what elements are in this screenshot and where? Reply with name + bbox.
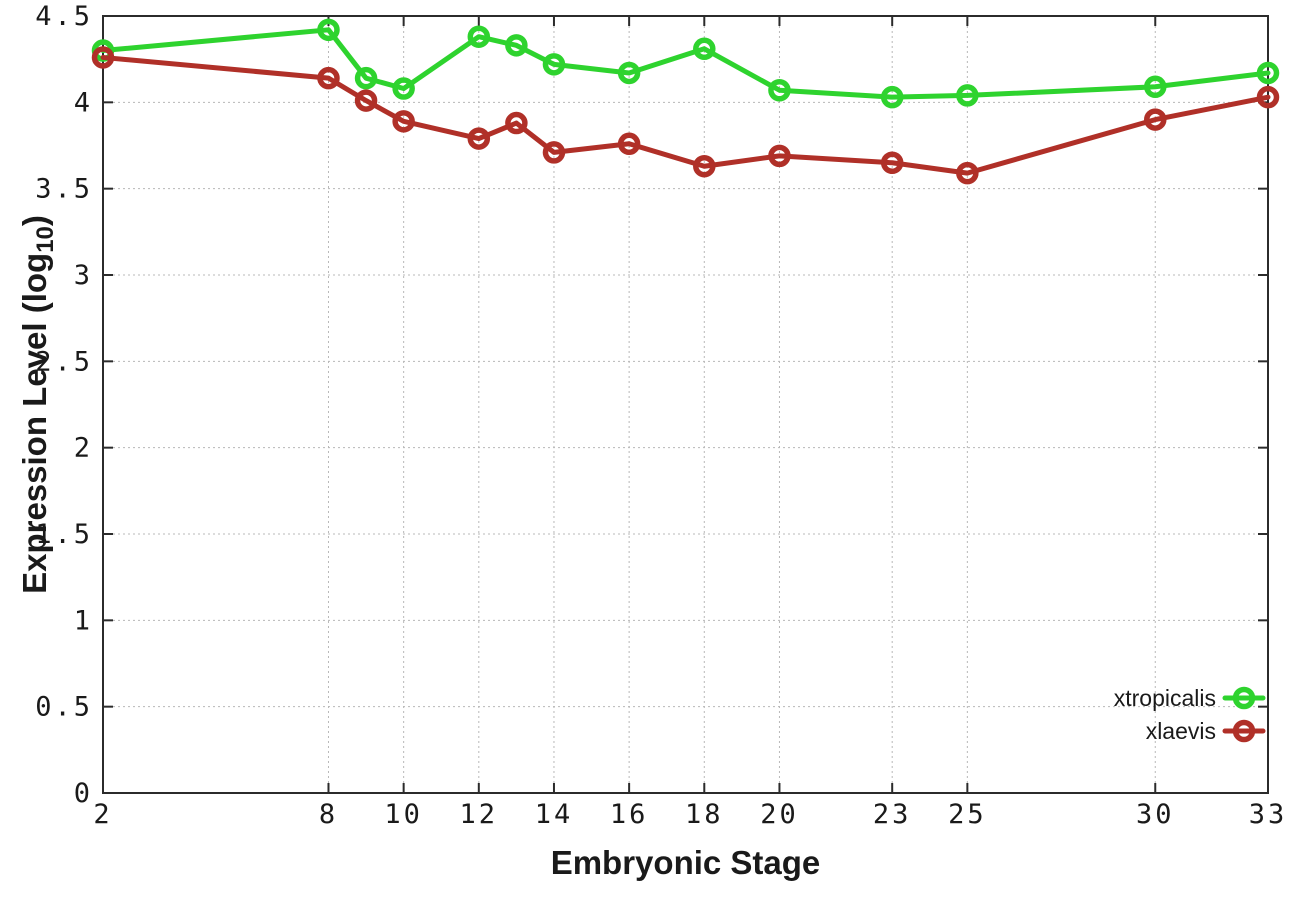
- legend: xtropicalis xlaevis: [1114, 685, 1266, 744]
- data-point-marker-xlaevis: [693, 154, 716, 178]
- data-point-marker-xtropicalis: [617, 61, 641, 85]
- y-tick-label: 2.5: [35, 346, 93, 377]
- plot-border: [102, 15, 1269, 794]
- y-tick-label: 0.5: [35, 692, 93, 723]
- x-tick-label: 30: [1136, 799, 1175, 830]
- x-tick-label: 16: [610, 799, 649, 830]
- y-tick-label: 3: [74, 260, 93, 291]
- data-point-marker-xlaevis: [768, 144, 791, 168]
- y-tick-label: 4.5: [35, 1, 93, 32]
- data-point-marker-xlaevis: [354, 89, 378, 112]
- y-tick-label: 3.5: [35, 174, 93, 205]
- y-tick-label: 0: [74, 778, 93, 809]
- data-point-marker-xtropicalis: [317, 18, 340, 42]
- data-point-marker-xlaevis: [617, 132, 641, 156]
- x-tick-label: 33: [1249, 799, 1288, 830]
- x-tick-label: 25: [948, 799, 987, 830]
- data-point-marker-xtropicalis: [880, 85, 904, 109]
- data-point-marker-xtropicalis: [768, 78, 791, 102]
- x-tick-label: 20: [760, 799, 799, 830]
- data-point-marker-xlaevis: [317, 66, 340, 90]
- data-point-marker-xlaevis: [880, 151, 904, 175]
- data-point-marker-xtropicalis: [505, 34, 528, 57]
- data-point-marker-xlaevis: [542, 141, 566, 164]
- y-tick-label: 1: [74, 605, 93, 636]
- legend-label-xtropicalis: xtropicalis: [1114, 685, 1216, 711]
- y-tick-label: 4: [74, 87, 93, 118]
- data-point-marker-xtropicalis: [693, 37, 716, 61]
- x-tick-label: 12: [460, 799, 499, 830]
- y-tick-label: 2: [74, 433, 93, 464]
- data-point-marker-xlaevis: [956, 161, 979, 185]
- data-point-marker-xtropicalis: [956, 84, 979, 107]
- data-point-marker-xtropicalis: [392, 77, 415, 100]
- data-point-marker-xlaevis: [467, 127, 491, 150]
- legend-marker-xtropicalis: [1232, 686, 1256, 710]
- data-point-marker-xtropicalis: [467, 25, 491, 48]
- series-line-xlaevis: [100, 54, 1271, 176]
- data-point-marker-xtropicalis: [542, 53, 566, 76]
- x-tick-label: 14: [535, 799, 574, 830]
- x-tick-label: 8: [319, 799, 338, 830]
- y-tick-label: 1.5: [35, 519, 93, 550]
- series-line-xtropicalis: [100, 27, 1271, 100]
- data-point-marker-xlaevis: [91, 46, 115, 69]
- data-point-marker-xtropicalis: [1256, 61, 1280, 85]
- legend-marker-xlaevis: [1232, 719, 1256, 743]
- x-tick-label: 10: [384, 799, 423, 830]
- y-axis-title: Expression Level (log10): [16, 215, 59, 594]
- x-tick-label: 23: [873, 799, 912, 830]
- legend-label-xlaevis: xlaevis: [1146, 718, 1216, 744]
- data-point-marker-xtropicalis: [1144, 75, 1167, 99]
- data-point-marker-xtropicalis: [354, 66, 378, 90]
- x-tick-label: 18: [685, 799, 724, 830]
- x-tick-label: 2: [93, 799, 112, 830]
- data-point-marker-xlaevis: [392, 110, 415, 133]
- data-point-marker-xlaevis: [1256, 85, 1280, 109]
- data-point-marker-xlaevis: [1144, 108, 1167, 131]
- x-axis-title: Embryonic Stage: [551, 844, 821, 881]
- data-point-marker-xlaevis: [505, 111, 528, 135]
